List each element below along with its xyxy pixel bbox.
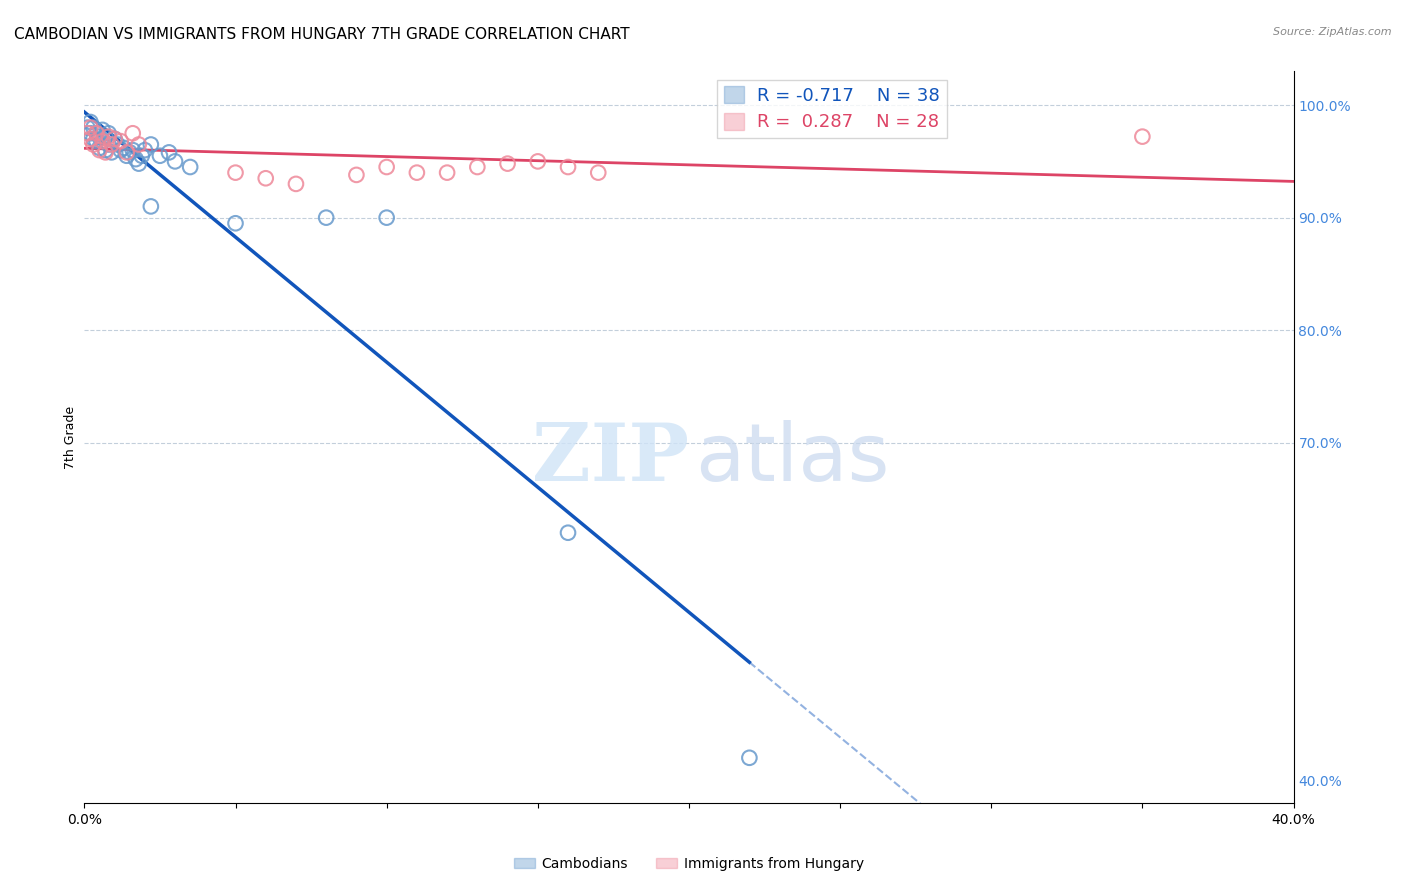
Point xyxy=(738,751,761,765)
Point xyxy=(89,141,111,155)
Point xyxy=(254,171,277,186)
Point xyxy=(128,156,150,170)
Point xyxy=(100,137,122,152)
Point xyxy=(91,123,114,137)
Point xyxy=(107,137,129,152)
Point xyxy=(104,132,127,146)
Legend: Cambodians, Immigrants from Hungary: Cambodians, Immigrants from Hungary xyxy=(509,851,869,876)
Point xyxy=(110,143,132,157)
Point xyxy=(82,132,104,146)
Point xyxy=(375,160,398,174)
Point xyxy=(115,145,138,160)
Text: CAMBODIAN VS IMMIGRANTS FROM HUNGARY 7TH GRADE CORRELATION CHART: CAMBODIAN VS IMMIGRANTS FROM HUNGARY 7TH… xyxy=(14,27,630,42)
Point xyxy=(285,177,308,191)
Text: Source: ZipAtlas.com: Source: ZipAtlas.com xyxy=(1274,27,1392,37)
Point xyxy=(557,160,579,174)
Point xyxy=(94,129,117,144)
Point xyxy=(94,143,117,157)
Point xyxy=(79,115,101,129)
Point xyxy=(76,120,98,135)
Point xyxy=(97,129,120,144)
Point xyxy=(1130,129,1153,144)
Point xyxy=(86,134,108,148)
Point xyxy=(139,199,162,213)
Point xyxy=(406,166,429,180)
Point xyxy=(131,149,153,163)
Point xyxy=(496,156,519,170)
Point xyxy=(91,134,114,148)
Point xyxy=(121,143,143,157)
Point xyxy=(157,145,180,160)
Point xyxy=(79,120,101,135)
Point xyxy=(100,145,122,160)
Point xyxy=(76,126,98,140)
Point xyxy=(125,152,148,166)
Point xyxy=(139,137,162,152)
Point xyxy=(436,166,458,180)
Point xyxy=(225,166,247,180)
Point xyxy=(97,137,120,152)
Point xyxy=(149,149,172,163)
Point xyxy=(79,132,101,146)
Point xyxy=(89,129,111,144)
Point xyxy=(97,126,120,140)
Point xyxy=(527,154,550,169)
Point xyxy=(134,143,156,157)
Point xyxy=(165,154,187,169)
Point xyxy=(110,134,132,148)
Point xyxy=(346,168,368,182)
Point xyxy=(128,137,150,152)
Point xyxy=(79,126,101,140)
Text: ZIP: ZIP xyxy=(531,420,689,498)
Point xyxy=(82,120,104,135)
Point xyxy=(86,126,108,140)
Point xyxy=(112,141,135,155)
Point xyxy=(179,160,201,174)
Point xyxy=(94,145,117,160)
Point xyxy=(121,126,143,140)
Point xyxy=(89,143,111,157)
Point xyxy=(375,211,398,225)
Point xyxy=(104,132,127,146)
Point xyxy=(315,211,337,225)
Point xyxy=(115,149,138,163)
Text: atlas: atlas xyxy=(695,420,890,498)
Y-axis label: 7th Grade: 7th Grade xyxy=(65,406,77,468)
Point xyxy=(91,134,114,148)
Point xyxy=(118,145,141,160)
Point xyxy=(557,525,579,540)
Point xyxy=(467,160,489,174)
Point xyxy=(82,137,104,152)
Point xyxy=(86,126,108,140)
Point xyxy=(588,166,610,180)
Point xyxy=(225,216,247,230)
